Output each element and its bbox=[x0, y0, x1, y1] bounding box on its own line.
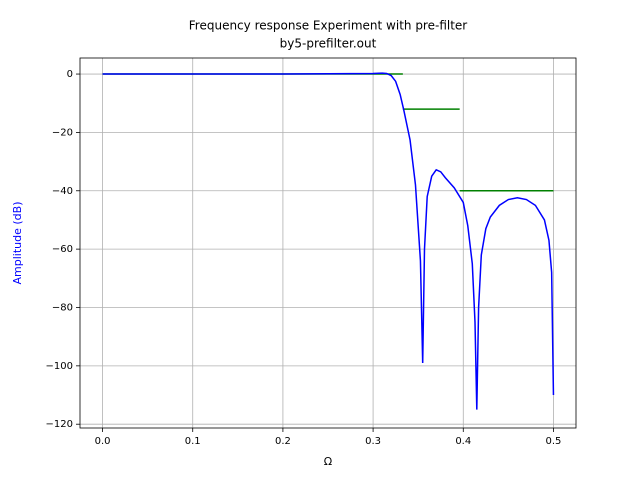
x-tick-label: 0.4 bbox=[455, 436, 471, 447]
series-line bbox=[102, 72, 555, 410]
x-tick-label: 0.0 bbox=[95, 436, 111, 447]
y-tick-label: −60 bbox=[52, 244, 73, 255]
x-tick-label: 0.3 bbox=[365, 436, 381, 447]
x-axis-label: Ω bbox=[324, 455, 332, 468]
y-tick-label: 0 bbox=[67, 69, 73, 80]
y-tick-label: −120 bbox=[46, 419, 73, 430]
x-tick-label: 0.2 bbox=[275, 436, 291, 447]
x-tick-label: 0.5 bbox=[546, 436, 562, 447]
chart-title: Frequency response Experiment with pre-f… bbox=[189, 19, 468, 33]
y-tick-label: −20 bbox=[52, 127, 73, 138]
chart-subtitle: by5-prefilter.out bbox=[280, 37, 377, 51]
y-tick-label: −40 bbox=[52, 186, 73, 197]
y-tick-label: −100 bbox=[46, 361, 73, 372]
y-tick-label: −80 bbox=[52, 302, 73, 313]
y-axis-label: Amplitude (dB) bbox=[11, 202, 24, 285]
plot-frame bbox=[79, 57, 577, 429]
x-tick-label: 0.1 bbox=[185, 436, 201, 447]
